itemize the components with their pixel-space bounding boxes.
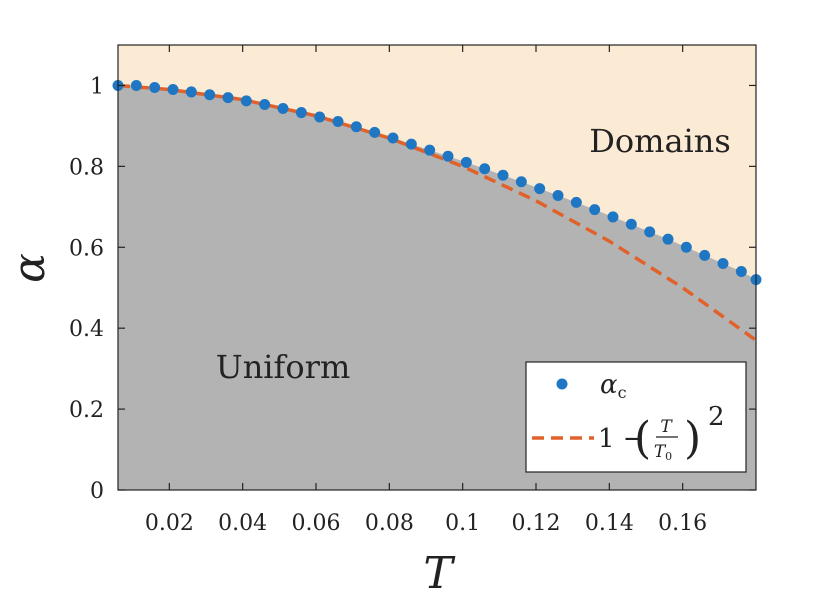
- y-tick-label: 0.4: [69, 317, 104, 342]
- data-point-alpha-c: [277, 103, 289, 115]
- axes-frame: [117, 44, 757, 491]
- data-point-alpha-c: [185, 86, 197, 98]
- data-point-alpha-c: [424, 144, 436, 156]
- legend-paren-left: (: [634, 413, 651, 464]
- data-point-alpha-c: [405, 138, 417, 150]
- legend-fraction-numerator: T: [660, 417, 673, 437]
- x-axis-ticks: 0.02 0.04 0.06 0.08 0.1 0.12 0.14 0.16: [145, 45, 707, 536]
- data-point-alpha-c: [460, 156, 472, 168]
- data-point-alpha-c: [699, 249, 711, 261]
- legend-exponent: 2: [708, 402, 725, 432]
- data-point-alpha-c: [662, 233, 674, 245]
- data-point-alpha-c: [332, 115, 344, 127]
- legend-marker-alpha-c: [556, 378, 568, 390]
- data-point-alpha-c: [625, 218, 637, 230]
- data-point-alpha-c: [680, 241, 692, 253]
- x-tick-label: 0.04: [218, 511, 267, 536]
- x-tick-label: 0.1: [445, 511, 480, 536]
- legend-paren-right: ): [684, 413, 701, 464]
- legend: αc 1 − ( T T0 ) 2: [525, 361, 747, 473]
- y-tick-label: 1: [90, 74, 104, 99]
- legend-fraction-denominator: T0: [654, 442, 672, 463]
- x-tick-label: 0.02: [145, 511, 194, 536]
- data-point-alpha-c: [479, 163, 491, 175]
- data-point-alpha-c: [259, 98, 271, 110]
- data-point-alpha-c: [167, 84, 179, 95]
- data-point-alpha-c: [222, 92, 234, 104]
- data-point-alpha-c: [497, 169, 509, 181]
- y-axis-label: α: [4, 253, 55, 283]
- y-tick-label: 0.6: [69, 236, 104, 261]
- data-point-alpha-c: [534, 183, 546, 195]
- data-point-alpha-c: [570, 196, 582, 208]
- data-point-alpha-c: [644, 226, 656, 238]
- y-tick-label: 0: [90, 479, 104, 504]
- x-axis-label: T: [423, 548, 456, 599]
- data-point-alpha-c: [735, 266, 747, 278]
- legend-entry-alpha-c: αc: [600, 370, 627, 402]
- y-axis-ticks: 0 0.2 0.4 0.6 0.8 1: [69, 74, 756, 504]
- data-point-alpha-c: [515, 176, 527, 188]
- data-point-alpha-c: [442, 150, 454, 162]
- data-point-alpha-c: [295, 107, 307, 119]
- y-tick-label: 0.8: [69, 155, 104, 180]
- x-tick-label: 0.12: [512, 511, 561, 536]
- data-point-alpha-c: [387, 132, 399, 144]
- data-point-alpha-c: [369, 126, 381, 138]
- data-point-alpha-c: [350, 121, 362, 133]
- x-tick-label: 0.08: [365, 511, 414, 536]
- data-point-alpha-c: [717, 257, 729, 269]
- data-point-alpha-c: [607, 211, 619, 223]
- x-tick-label: 0.06: [292, 511, 341, 536]
- region-label-uniform: Uniform: [216, 348, 351, 386]
- x-tick-label: 0.16: [658, 511, 707, 536]
- data-point-alpha-c: [204, 89, 216, 101]
- data-point-alpha-c: [149, 81, 161, 93]
- x-tick-label: 0.14: [585, 511, 634, 536]
- legend-entry-fit-lead: 1 −: [598, 424, 645, 454]
- data-point-alpha-c: [552, 189, 564, 201]
- y-tick-label: 0.2: [69, 398, 104, 423]
- data-point-alpha-c: [130, 79, 142, 91]
- data-point-alpha-c: [240, 95, 252, 107]
- data-point-alpha-c: [589, 204, 601, 216]
- data-point-alpha-c: [314, 111, 326, 123]
- region-label-domains: Domains: [589, 122, 731, 160]
